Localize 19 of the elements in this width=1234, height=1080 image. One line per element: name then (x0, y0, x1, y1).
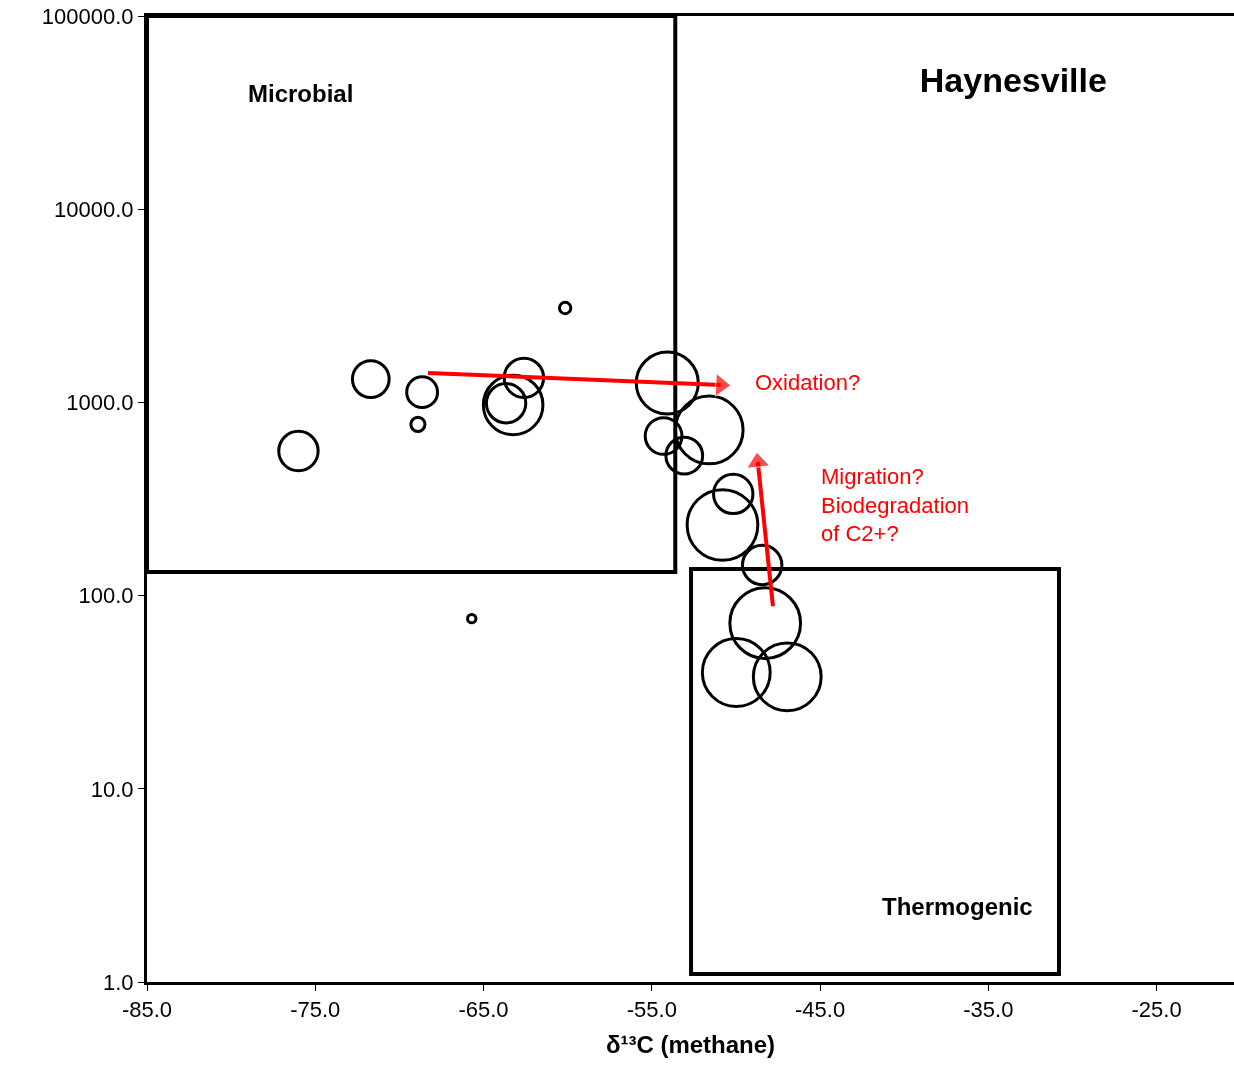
annotation: Migration? Biodegradation of C2+? (821, 464, 970, 547)
x-tick-label: -65.0 (458, 997, 509, 1023)
x-tick-label: -55.0 (626, 997, 677, 1023)
y-tick-label: 10.0 (90, 776, 134, 802)
annotation: Oxidation? (755, 370, 861, 395)
y-tick-label: 100.0 (78, 583, 134, 609)
y-tick-label: 100000.0 (41, 3, 134, 29)
x-tick-label: -35.0 (963, 997, 1014, 1023)
x-tick-label: -75.0 (290, 997, 341, 1023)
text: Haynesville (919, 60, 1107, 99)
y-tick-label: 1000.0 (66, 390, 134, 416)
y-tick-label: 10000.0 (54, 196, 134, 222)
x-tick-label: -85.0 (121, 997, 173, 1023)
y-tick-label: 1.0 (103, 969, 134, 995)
annotation: Thermogenic (882, 893, 1033, 920)
x-axis-title: δ¹³C (methane) (605, 1030, 776, 1058)
x-tick-label: -25.0 (1131, 997, 1182, 1023)
annotation: Microbial (248, 80, 354, 107)
x-tick-label: -45.0 (794, 997, 846, 1023)
